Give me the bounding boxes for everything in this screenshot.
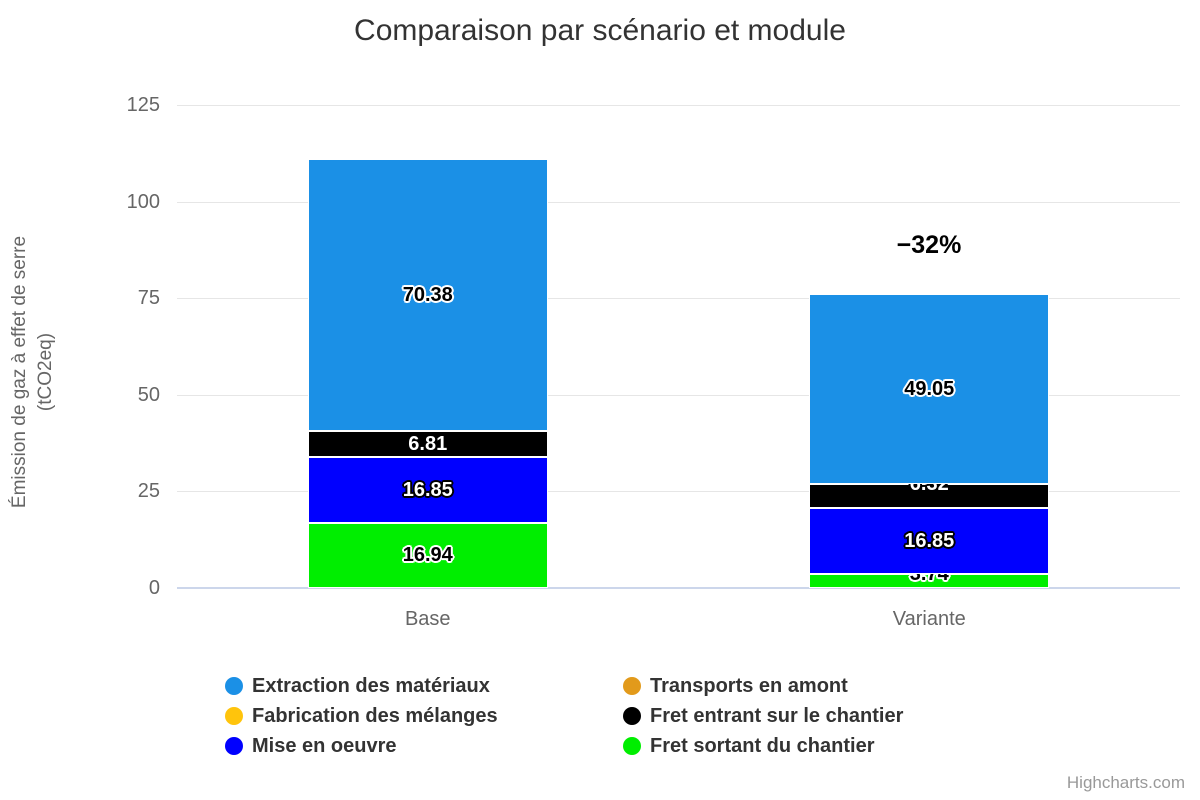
legend-item-Fabrication des mélanges[interactable]: Fabrication des mélanges	[252, 705, 498, 727]
y-axis-title-line2: (tCO2eq)	[35, 332, 56, 412]
legend-marker-Fret entrant sur le chantier[interactable]	[623, 707, 641, 725]
data-label-Extraction des matériaux-Base: 70.38	[402, 284, 453, 307]
stack-delta-annotation: −32%	[896, 231, 962, 259]
data-label-Fret entrant sur le chantier-Base: 6.81	[408, 433, 448, 456]
bar-segment-Extraction des matériaux-Variante[interactable]	[809, 294, 1050, 484]
bar-segment-Mise en oeuvre-Variante[interactable]	[809, 508, 1050, 574]
y-axis-title-line1: Émission de gaz à effet de serre	[9, 235, 30, 509]
legend-marker-Fabrication des mélanges[interactable]	[225, 707, 243, 725]
data-label-Mise en oeuvre-Base: 16.85	[402, 478, 453, 501]
highcharts-credits[interactable]: Highcharts.com	[1066, 773, 1185, 792]
legend-marker-Mise en oeuvre[interactable]	[225, 737, 243, 755]
legend-item-Transports en amont[interactable]: Transports en amont	[650, 675, 848, 697]
x-axis-label-variante: Variante	[892, 608, 966, 630]
y-gridline	[177, 105, 1180, 106]
y-axis-tick-label: 50	[137, 383, 160, 406]
legend-item-Extraction des matériaux[interactable]: Extraction des matériaux	[252, 675, 490, 697]
data-label-Mise en oeuvre-Variante: 16.85	[904, 529, 955, 552]
bar-segment-Mise en oeuvre-Base[interactable]	[307, 457, 548, 523]
bar-segment-Fret entrant sur le chantier-Base[interactable]	[307, 431, 548, 458]
data-label-Extraction des matériaux-Variante: 49.05	[904, 378, 955, 401]
y-axis-tick-label: 25	[137, 480, 160, 503]
legend-marker-Extraction des matériaux[interactable]	[225, 677, 243, 695]
data-label-Fret sortant du chantier-Base: 16.94	[402, 544, 453, 567]
legend-item-Mise en oeuvre[interactable]: Mise en oeuvre	[252, 735, 397, 757]
x-axis-line	[177, 587, 1180, 589]
y-gridline	[177, 298, 1180, 300]
x-axis-label-base: Base	[404, 608, 451, 630]
y-gridline	[177, 201, 1180, 203]
bar-segment-Fret sortant du chantier-Variante[interactable]	[809, 573, 1050, 588]
y-gridline	[177, 394, 1180, 396]
y-axis-title: Émission de gaz à effet de serre (tCO2eq…	[7, 112, 59, 632]
y-axis-tick-label: 125	[126, 94, 160, 116]
legend-item-Fret entrant sur le chantier[interactable]: Fret entrant sur le chantier	[650, 705, 904, 727]
legend-marker-Fret sortant du chantier[interactable]	[623, 737, 641, 755]
bar-segment-Fret entrant sur le chantier-Variante[interactable]	[809, 484, 1050, 509]
y-gridline	[177, 491, 1180, 493]
chart-title: Comparaison par scénario et module	[354, 14, 846, 47]
bar-segment-Fret sortant du chantier-Base[interactable]	[307, 522, 548, 588]
y-axis-tick-label: 75	[137, 287, 160, 310]
bar-segment-Extraction des matériaux-Base[interactable]	[307, 159, 548, 432]
y-axis-tick-label: 100	[126, 190, 160, 213]
legend-marker-Transports en amont[interactable]	[623, 677, 641, 695]
legend-item-Fret sortant du chantier[interactable]: Fret sortant du chantier	[650, 735, 875, 757]
y-axis-tick-label: 0	[148, 577, 160, 599]
